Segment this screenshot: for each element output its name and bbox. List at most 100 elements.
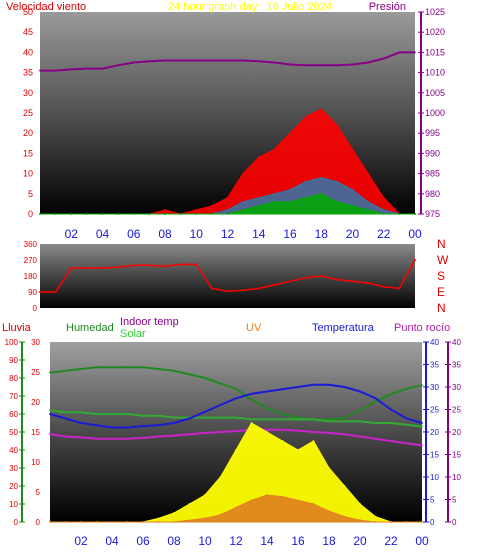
- temperature-point: [80, 422, 82, 424]
- wind-point: [382, 196, 385, 199]
- y-tick-label: 35: [452, 361, 461, 370]
- wind-low-point: [304, 196, 307, 199]
- uv-point: [64, 521, 67, 523]
- dew-point-point: [80, 436, 82, 439]
- wind-direction-point: [273, 283, 276, 286]
- wind-low-point: [210, 213, 213, 215]
- pressure-point: [320, 64, 323, 67]
- pressure-point: [54, 69, 57, 72]
- temperature-point: [142, 425, 144, 428]
- x-tick-label: 16: [291, 534, 305, 548]
- humidity-point: [204, 377, 206, 379]
- wind-low-point: [367, 209, 370, 211]
- uv-legend: UV: [246, 322, 262, 334]
- humidity-point: [235, 387, 237, 390]
- wind-direction-point: [39, 291, 41, 293]
- gust-avg-point: [351, 188, 354, 191]
- y-tick-label: 180: [24, 272, 38, 281]
- solar-point: [266, 431, 268, 433]
- x-tick-label: 04: [96, 227, 110, 241]
- y-tick-label: 40: [23, 47, 33, 57]
- gust-avg-point: [335, 180, 338, 183]
- uv-point: [49, 521, 51, 523]
- wind-direction-point: [351, 280, 354, 283]
- wind-low-point: [101, 213, 104, 215]
- x-tick-label: 22: [377, 227, 391, 241]
- wind-low-point: [85, 213, 88, 215]
- indoor-temp-point: [142, 414, 144, 417]
- wind-low-point: [117, 213, 120, 215]
- y-tick-label: 30: [23, 88, 33, 98]
- wind-point: [367, 172, 370, 175]
- x-axis-top: 02 04 06 08 10 12 14 16 18 20 22 00: [65, 227, 422, 241]
- pressure-axis-label: Presión: [369, 1, 406, 13]
- dew-point-point: [126, 437, 129, 440]
- wind-pressure-series: [39, 51, 416, 215]
- y-tick-label: 100: [5, 338, 19, 347]
- solar-point: [235, 449, 237, 451]
- y-tick-label: 40: [9, 446, 18, 455]
- wind-direction-point: [367, 282, 370, 285]
- solar-point: [157, 517, 160, 520]
- dew-point-point: [111, 437, 113, 440]
- indoor-temp-point: [49, 409, 51, 412]
- temperature-point: [188, 417, 191, 420]
- y-tick-label: 1000: [425, 108, 445, 118]
- indoor-temp-point: [204, 416, 206, 419]
- indoor-temp-point: [95, 413, 98, 415]
- y-tick-label: 1010: [425, 68, 445, 78]
- wind-low-point: [257, 205, 260, 207]
- dew-point-point: [374, 437, 377, 440]
- uv-point: [328, 510, 330, 513]
- wind-direction-point: [304, 276, 307, 279]
- wind-point: [289, 132, 291, 135]
- y-tick-label: 5: [452, 496, 457, 505]
- wind-low-point: [351, 205, 354, 207]
- uv-point: [266, 494, 268, 496]
- wind-low-point: [289, 200, 291, 203]
- y-tick-label: 5: [36, 488, 41, 497]
- temperature-point: [219, 404, 222, 406]
- humidity-point: [281, 413, 284, 415]
- dew-point-point: [328, 432, 330, 434]
- y-tick-label: 35: [23, 68, 33, 78]
- solar-point: [297, 449, 299, 451]
- pressure-point: [210, 59, 213, 62]
- humidity-point: [359, 409, 361, 412]
- indoor-temp-point: [235, 416, 237, 419]
- temperature-point: [204, 410, 206, 413]
- gust-avg-point: [273, 192, 276, 195]
- solar-point: [219, 476, 222, 478]
- humidity-point: [95, 366, 98, 369]
- uv-point: [281, 495, 284, 498]
- x-tick-label: 12: [221, 227, 235, 241]
- x-tick-label: 18: [315, 227, 329, 241]
- indoor-temp-point: [266, 418, 268, 421]
- humidity-point: [266, 407, 268, 410]
- humidity-point: [343, 416, 346, 419]
- pressure-point: [304, 64, 307, 67]
- y-tick-label: 30: [452, 383, 461, 392]
- x-tick-label: 00: [408, 227, 422, 241]
- wind-low-point: [414, 213, 416, 215]
- x-tick-label: 16: [283, 227, 297, 241]
- uv-point: [250, 499, 253, 502]
- indoor-temp-point: [328, 420, 330, 423]
- wind-low-point: [335, 200, 338, 203]
- wind-direction-point: [289, 280, 291, 283]
- uv-point: [188, 519, 191, 522]
- y-tick-label: 0: [33, 304, 38, 313]
- indoor-temp-point: [390, 422, 392, 424]
- y-tick-label: 40: [430, 338, 439, 347]
- temperature-point: [281, 388, 284, 391]
- dew-point-point: [204, 432, 206, 434]
- indoor-temp-point: [359, 420, 361, 423]
- x-tick-label: 10: [198, 534, 212, 548]
- pressure-point: [117, 64, 120, 67]
- indoor-temp-point: [219, 416, 222, 419]
- rain-axis-label: Lluvia: [2, 322, 32, 334]
- dew-point-point: [390, 440, 392, 442]
- wind-low-point: [148, 213, 151, 215]
- dew-point-point: [297, 429, 299, 432]
